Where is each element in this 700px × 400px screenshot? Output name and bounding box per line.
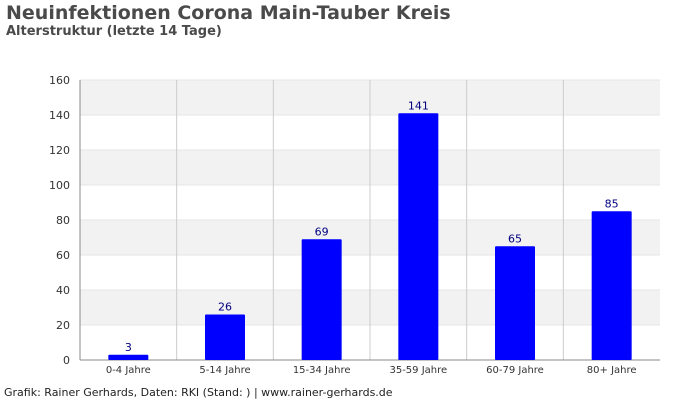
y-tick-label: 120 [49,144,70,157]
chart-title: Neuinfektionen Corona Main-Tauber Kreis [6,2,451,24]
bar [301,239,342,360]
data-label: 69 [315,225,329,238]
y-tick-label: 40 [56,284,70,297]
x-tick-label: 15-34 Jahre [293,365,351,376]
x-tick-label: 60-79 Jahre [486,365,544,376]
y-tick-label: 100 [49,179,70,192]
y-tick-label: 20 [56,319,70,332]
y-tick-label: 160 [49,74,70,87]
bar [205,314,245,360]
y-tick-label: 140 [49,109,70,122]
bar [108,354,149,360]
x-tick-label: 0-4 Jahre [106,365,151,376]
y-tick-label: 60 [56,249,70,262]
footer-credit: Grafik: Rainer Gerhards, Daten: RKI (Sta… [4,386,393,399]
x-tick-label: 5-14 Jahre [199,365,250,376]
bar [591,211,632,360]
data-label: 26 [218,301,232,314]
y-tick-label: 0 [63,354,70,367]
x-tick-label: 80+ Jahre [587,365,637,376]
bar [398,113,439,360]
x-tick-label: 35-59 Jahre [389,365,447,376]
data-label: 141 [408,99,429,112]
data-label: 3 [125,341,132,354]
data-label: 85 [605,197,619,210]
data-label: 65 [508,232,522,245]
chart-subtitle: Alterstruktur (letzte 14 Tage) [6,24,222,39]
y-tick-label: 80 [56,214,70,227]
bar [495,246,535,360]
